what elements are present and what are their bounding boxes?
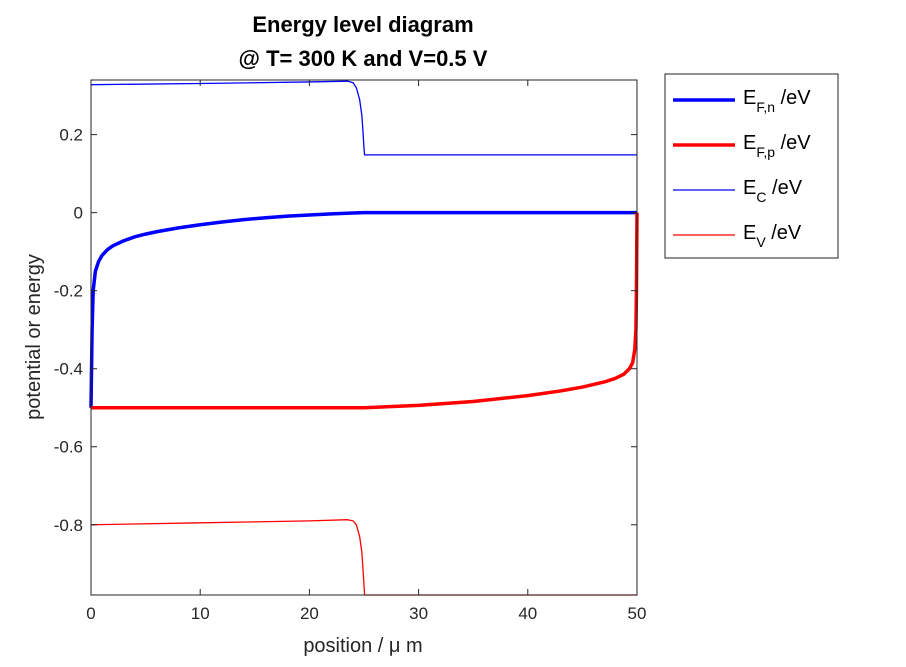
x-tick-label: 0 (86, 604, 95, 623)
legend-label-unit: /eV (775, 87, 811, 109)
legend-label-sub: V (756, 234, 766, 250)
legend-label-unit: /eV (775, 132, 811, 154)
y-tick-label: 0 (74, 204, 83, 223)
chart-title-line-2: @ T= 300 K and V=0.5 V (239, 46, 488, 71)
x-tick-label: 50 (628, 604, 647, 623)
x-tick-label: 10 (191, 604, 210, 623)
legend-label-unit: /eV (766, 222, 802, 244)
series-line-3 (90, 519, 637, 596)
y-axis-label: potential or energy (23, 254, 45, 420)
y-axis-ticks: 0.2 0 -0.2 -0.4 -0.6 -0.8 (54, 126, 637, 535)
x-tick-label: 20 (300, 604, 319, 623)
y-tick-label: -0.4 (54, 360, 83, 379)
series-line-0 (89, 210, 637, 408)
legend-box (664, 73, 839, 259)
x-axis-label: position / μ m (303, 635, 422, 657)
series-line-2 (90, 80, 637, 156)
x-tick-label: 30 (409, 604, 428, 623)
plot-frame (90, 79, 638, 596)
series-layer (89, 80, 639, 596)
legend-label-2: EC /eV (743, 177, 803, 205)
legend-label-unit: /eV (766, 177, 802, 199)
legend-label-sub: F,p (756, 144, 775, 160)
legend-label-3: EV /eV (743, 222, 802, 250)
legend-label-main: E (743, 87, 756, 109)
legend-label-main: E (743, 222, 756, 244)
chart-title: Energy level diagram @ T= 300 K and V=0.… (239, 12, 488, 71)
y-tick-label: -0.2 (54, 282, 83, 301)
legend-label-1: EF,p /eV (743, 132, 811, 160)
y-tick-label: 0.2 (59, 126, 83, 145)
legend-label-0: EF,n /eV (743, 87, 811, 115)
y-tick-label: -0.6 (54, 438, 83, 457)
y-tick-label: -0.8 (54, 516, 83, 535)
legend-label-sub: F,n (756, 99, 775, 115)
legend-label-sub: C (756, 189, 766, 205)
legend-label-main: E (743, 132, 756, 154)
legend-label-main: E (743, 177, 756, 199)
chart-title-line-1: Energy level diagram (252, 12, 473, 37)
series-line-1 (91, 212, 639, 410)
x-tick-label: 40 (518, 604, 537, 623)
x-axis-ticks: 0 10 20 30 40 50 (86, 80, 646, 623)
